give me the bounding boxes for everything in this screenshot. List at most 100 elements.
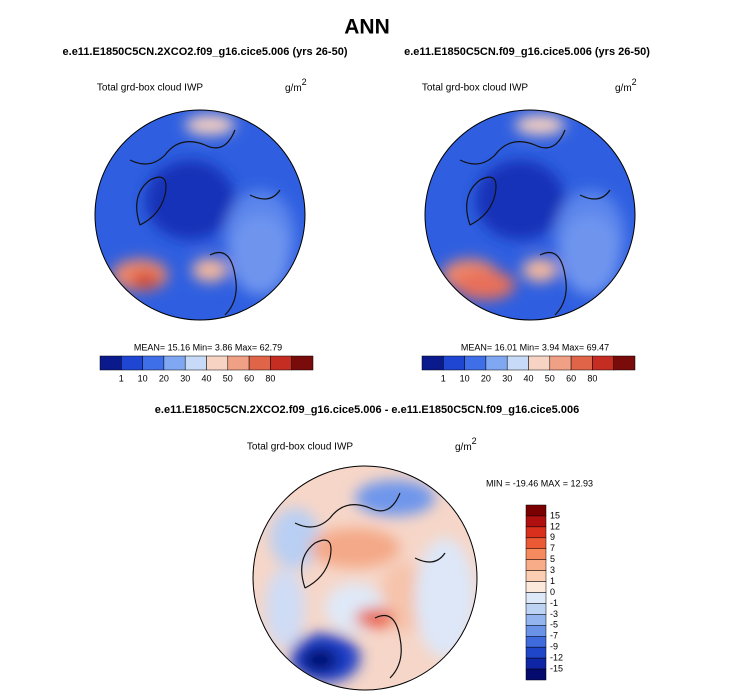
colorbar-label: -3 [550,609,558,619]
colorbar-label: 30 [502,373,512,383]
colorbar-box [525,515,547,528]
units-label: g/m2 [285,77,307,93]
figure-title: ANN [344,16,390,39]
field-region [455,270,515,300]
colorbar-label: 15 [550,510,560,520]
colorbar-box [121,355,143,371]
colorbar-box [592,355,614,371]
colorbar-box [525,548,547,560]
colorbar-box [163,355,186,371]
colorbar-label: 50 [545,373,555,383]
colorbar-label: 40 [201,373,211,383]
colorbar-label: -15 [550,663,563,673]
colorbar-box [570,355,593,371]
field-region [145,160,235,240]
colorbar-box [227,355,250,371]
colorbar-box [99,355,122,371]
map [95,110,305,320]
field-region [131,272,159,288]
colorbar-box [184,355,207,371]
colorbar-label: 30 [180,373,190,383]
difference-title: e.e11.E1850C5CN.2XCO2.f09_g16.cice5.006 … [155,404,579,416]
colorbar-label: 1 [441,373,446,383]
variable-label: Total grd-box cloud IWP [97,83,203,94]
colorbar-box [525,592,547,604]
map-border [252,465,478,691]
field-region [265,568,305,648]
colorbar-box [525,646,547,659]
colorbar-label: 12 [550,521,560,531]
colorbar-label: 20 [159,373,169,383]
field-region [415,538,475,658]
colorbar-box [525,625,547,637]
colorbar-box [206,355,229,371]
colorbar: 1 10 20 30 40 50 60 80 [421,355,636,383]
colorbar-label: 80 [265,373,275,383]
colorbar-box [525,668,547,681]
colorbar-label: -1 [550,598,558,608]
colorbar-label: 1 [119,373,124,383]
colorbar-box [525,603,547,615]
field-region [355,480,435,516]
colorbar-box [270,355,292,371]
colorbar-label: 10 [138,373,148,383]
variable-label: Total grd-box cloud IWP [422,83,528,94]
colorbar-box [525,636,547,648]
colorbar-box [525,614,547,626]
coastline [129,129,281,316]
colorbar-label: 0 [550,587,555,597]
field-region [192,258,228,282]
colorbar-box [525,559,547,571]
colorbar-box [142,355,165,371]
panel-title: e.e11.E1850C5CN.2XCO2.f09_g16.cice5.006 … [63,46,348,58]
colorbar-label: -12 [550,653,563,663]
colorbar-label: 20 [481,373,491,383]
colorbar-box [485,355,508,371]
field-contours [265,480,475,683]
colorbar-label: 9 [550,532,555,542]
colorbar: 1 10 20 30 40 50 60 80 [99,355,314,383]
colorbar-label: 1 [550,576,555,586]
colorbar-label: 7 [550,543,555,553]
stats: MEAN= 15.16 Min= 3.86 Max= 62.79 [134,342,282,352]
field-region [310,528,400,568]
colorbar-box [506,355,529,371]
colorbar-label: 50 [223,373,233,383]
field-region [475,160,565,240]
colorbar-box [525,526,547,539]
colorbar-box [291,355,314,371]
field-region [522,258,558,282]
colorbar-box [613,355,636,371]
colorbar-label: 3 [550,565,555,575]
map-border [94,109,306,321]
field-region [185,115,235,135]
colorbar-box [528,355,551,371]
colorbar-label: -5 [550,620,558,630]
colorbar-box [421,355,444,371]
colorbar-box [443,355,465,371]
colorbar-label: 5 [550,554,555,564]
colorbar-label: 60 [566,373,576,383]
coastline [459,129,611,316]
colorbar-box [525,570,547,582]
units-label: g/m2 [455,436,477,452]
colorbar-label: 10 [460,373,470,383]
colorbar-box [525,537,547,549]
field-contours [112,115,295,295]
field-region [302,648,338,672]
colorbar-box [248,355,271,371]
panel-title: e.e11.E1850C5CN.f09_g16.cice5.006 (yrs 2… [404,46,650,58]
colorbar-box [525,581,547,593]
field-region [560,215,620,295]
colorbar-label: 60 [244,373,254,383]
variable-label: Total grd-box cloud IWP [247,442,353,453]
colorbar-label: -9 [550,642,558,652]
field-region [230,215,290,295]
colorbar-box [464,355,487,371]
colorbar-box [525,657,547,670]
colorbar-label: 40 [523,373,533,383]
stats: MEAN= 16.01 Min= 3.94 Max= 69.47 [461,342,609,352]
coastline [294,492,446,679]
